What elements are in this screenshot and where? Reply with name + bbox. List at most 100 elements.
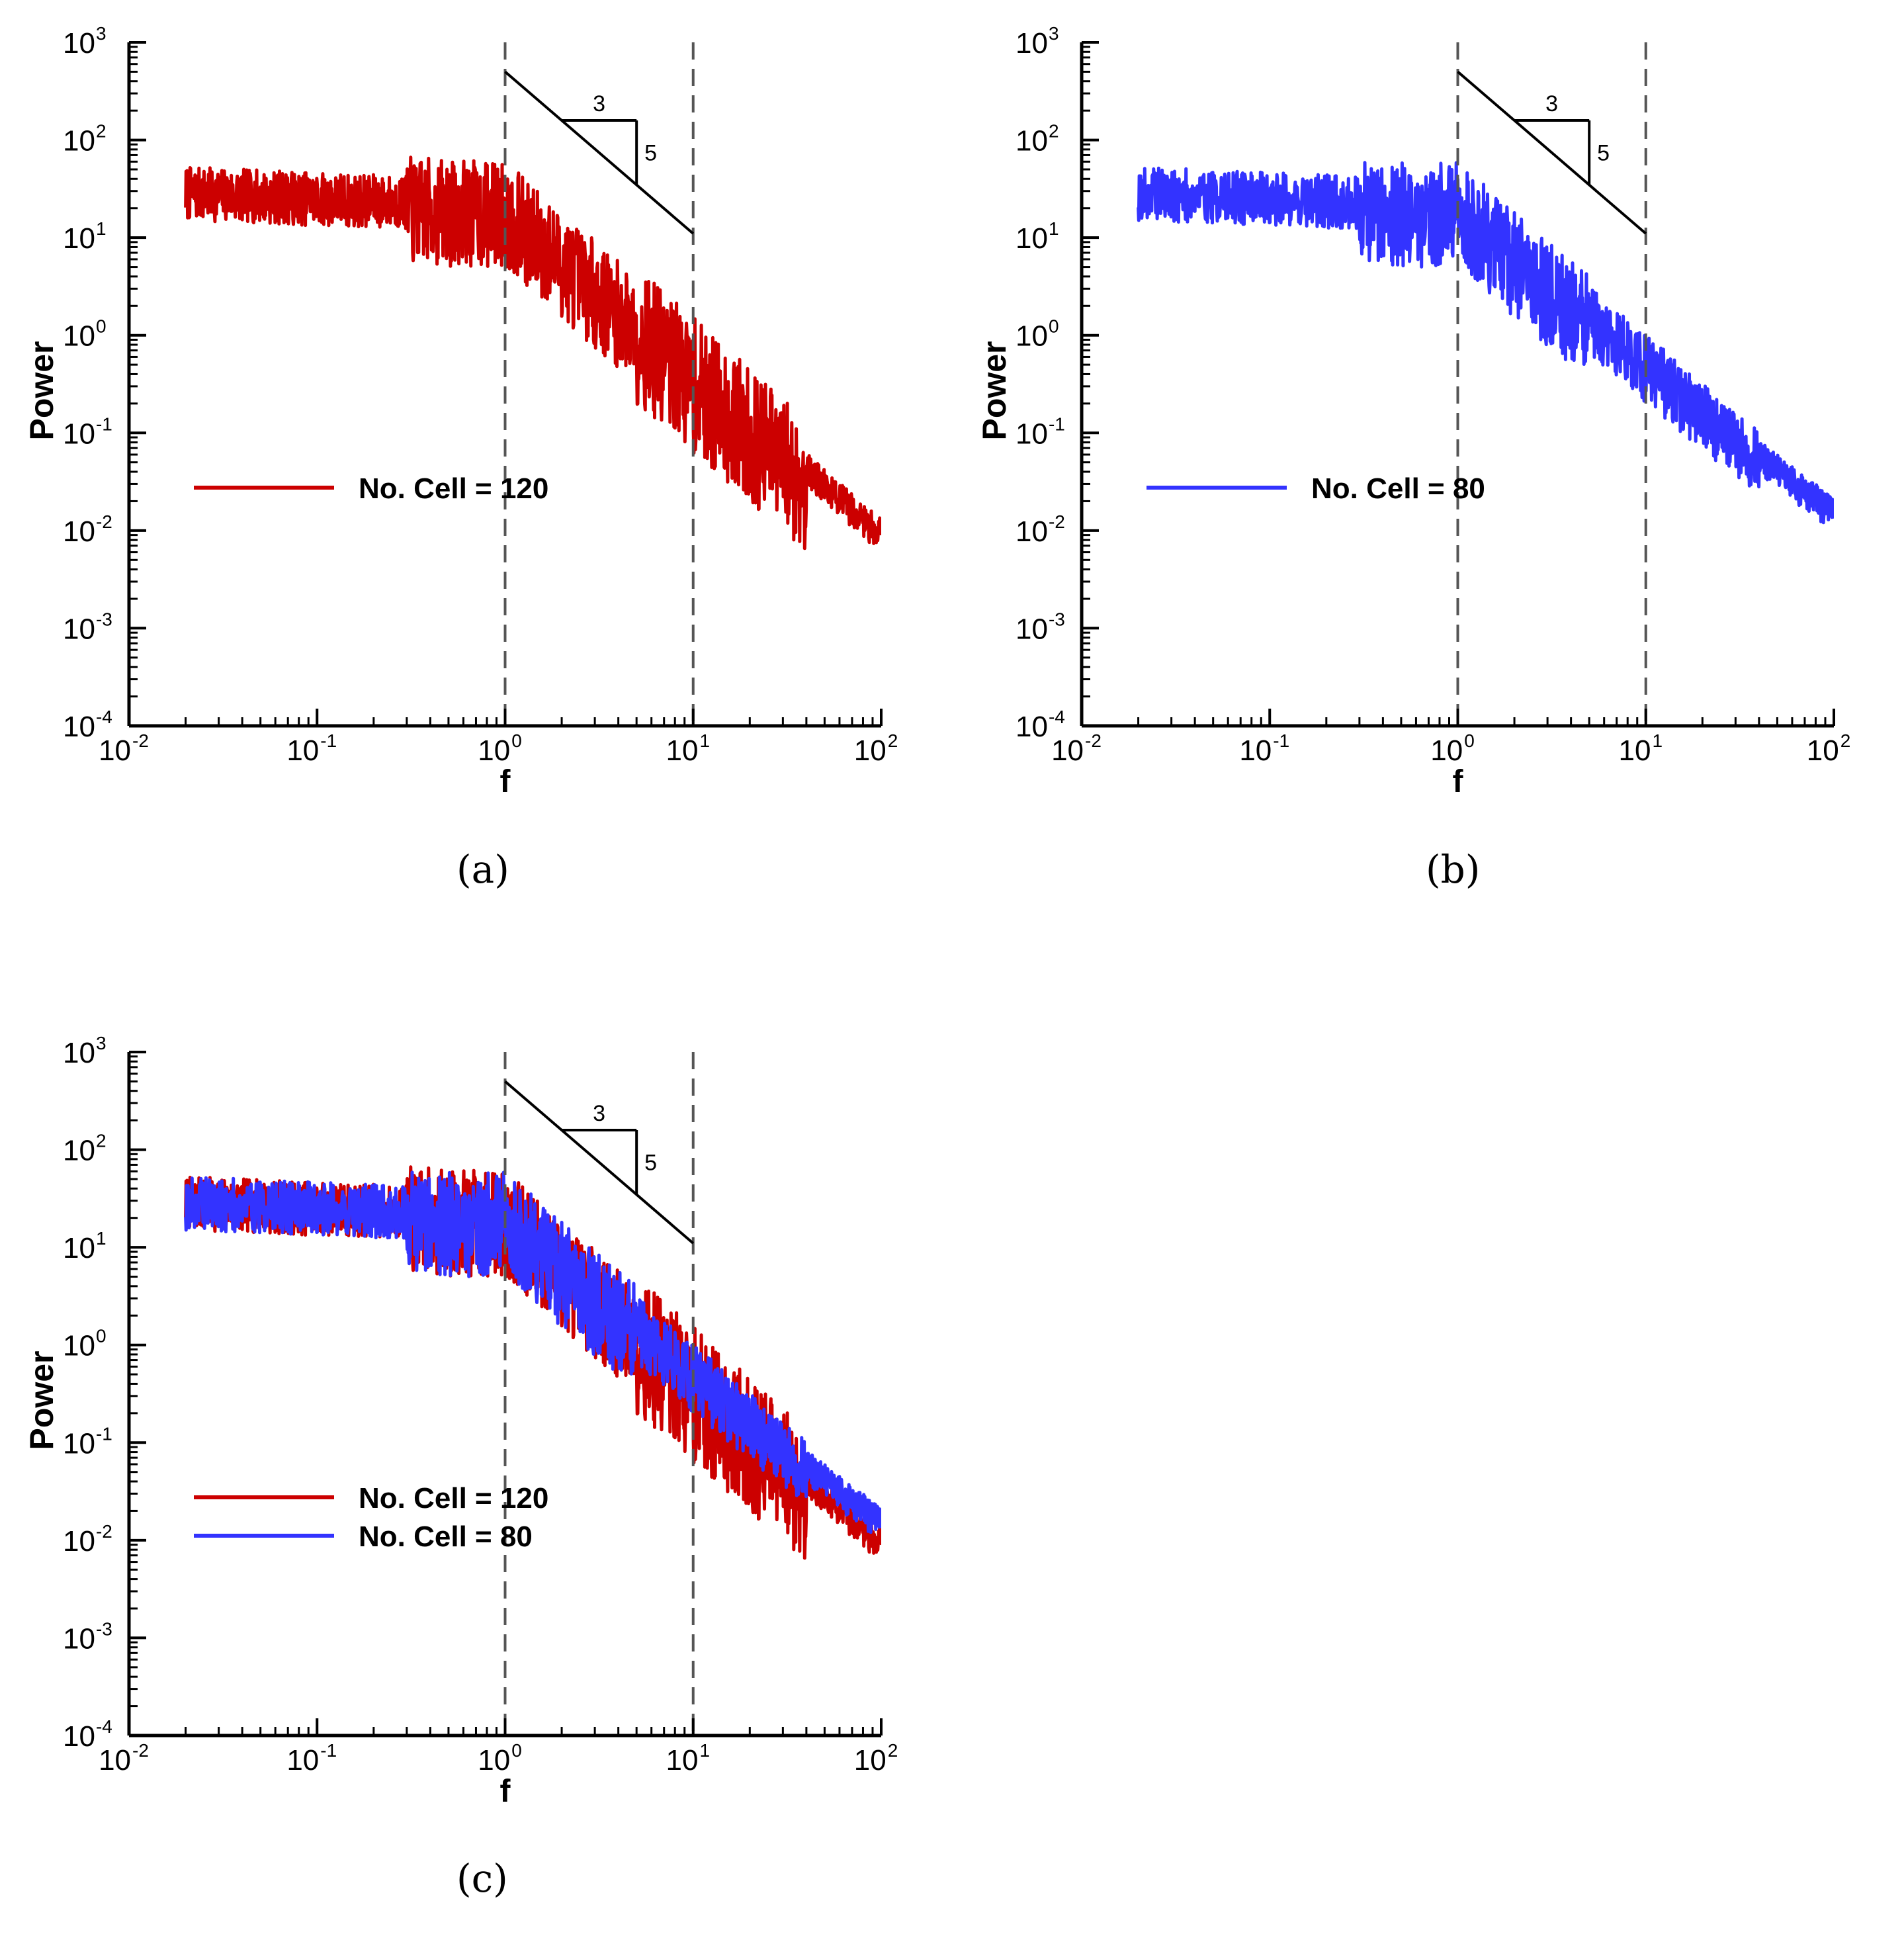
slope-line	[504, 1080, 695, 1245]
caption-b: (b)	[1426, 847, 1481, 892]
y-tick-label: 10-2	[63, 1521, 112, 1558]
y-tick-label: 10-2	[63, 511, 112, 548]
x-tick-exponent: -1	[1273, 730, 1289, 751]
y-tick-exponent: 0	[96, 316, 107, 337]
x-tick-exponent: 0	[511, 1740, 522, 1761]
x-tick-label: 10-2	[99, 1740, 149, 1777]
legend-label-2: No. Cell = 80	[359, 1520, 533, 1553]
x-axis-label: f	[1453, 764, 1464, 799]
y-tick-exponent: -2	[1049, 511, 1065, 532]
x-tick-label: 101	[1618, 730, 1663, 767]
x-tick-exponent: 2	[888, 730, 898, 751]
x-tick-label: 100	[478, 730, 522, 767]
slope-run-label: 3	[1545, 91, 1558, 116]
series-line-2	[184, 1170, 881, 1534]
slope-rise-label: 5	[644, 1151, 657, 1176]
x-tick-exponent: -1	[320, 1740, 337, 1761]
x-axis-label: f	[500, 1774, 511, 1809]
x-tick-exponent: 2	[1840, 730, 1851, 751]
y-tick-exponent: -3	[96, 609, 112, 629]
y-tick-exponent: 0	[1049, 316, 1059, 337]
y-tick-label: 10-2	[1016, 511, 1065, 548]
y-tick-exponent: 3	[96, 1033, 107, 1053]
y-tick-exponent: -4	[96, 707, 112, 727]
y-tick-label: 103	[63, 1033, 107, 1069]
caption-c: (c)	[456, 1856, 508, 1901]
y-tick-exponent: 3	[96, 23, 107, 44]
x-tick-exponent: 2	[888, 1740, 898, 1761]
y-tick-label: 102	[63, 121, 107, 157]
x-tick-exponent: 1	[1652, 730, 1663, 751]
x-tick-label: 100	[478, 1740, 522, 1777]
slope-run-label: 3	[593, 1101, 605, 1126]
y-tick-label: 10-1	[63, 414, 112, 450]
y-tick-exponent: 1	[96, 218, 107, 239]
y-tick-label: 10-3	[1016, 609, 1065, 645]
y-tick-label: 103	[63, 23, 107, 60]
y-tick-label: 10-1	[1016, 414, 1065, 450]
caption-a: (a)	[456, 847, 509, 892]
y-tick-label: 101	[63, 1228, 107, 1264]
y-tick-exponent: -1	[96, 1423, 112, 1444]
y-tick-exponent: 0	[96, 1326, 107, 1346]
y-tick-label: 10-3	[63, 1618, 112, 1655]
y-tick-exponent: -2	[96, 1521, 112, 1542]
y-tick-label: 100	[63, 316, 107, 353]
x-tick-exponent: 0	[1464, 730, 1475, 751]
y-tick-exponent: -4	[1049, 707, 1065, 727]
y-tick-label: 100	[1016, 316, 1059, 353]
x-tick-exponent: -2	[132, 730, 149, 751]
y-tick-label: 10-3	[63, 609, 112, 645]
slope-line	[504, 70, 695, 235]
x-tick-exponent: -1	[320, 730, 337, 751]
y-axis-label: Power	[23, 341, 60, 440]
x-tick-label: 10-2	[1051, 730, 1102, 767]
slope-rise-label: 5	[644, 141, 657, 166]
y-axis-label: Power	[976, 341, 1013, 440]
y-tick-exponent: 2	[96, 1131, 107, 1151]
x-tick-label: 10-2	[99, 730, 149, 767]
legend-label-1: No. Cell = 80	[1311, 472, 1485, 505]
y-axis-label: Power	[23, 1350, 60, 1450]
x-tick-exponent: -2	[132, 1740, 149, 1761]
y-tick-label: 10-1	[63, 1423, 112, 1460]
y-tick-exponent: -1	[1049, 414, 1065, 434]
y-tick-exponent: -1	[96, 414, 112, 434]
x-tick-label: 100	[1430, 730, 1475, 767]
y-tick-label: 103	[1016, 23, 1059, 60]
y-tick-label: 10-4	[1016, 707, 1065, 743]
y-tick-exponent: 3	[1049, 23, 1059, 44]
legend-label-1: No. Cell = 120	[359, 1482, 548, 1515]
slope-rise-label: 5	[1597, 141, 1610, 166]
y-tick-exponent: -3	[1049, 609, 1065, 629]
y-tick-exponent: 2	[1049, 121, 1059, 142]
slope-line	[1457, 70, 1647, 235]
y-tick-label: 10-4	[63, 707, 112, 743]
y-tick-exponent: -3	[96, 1618, 112, 1639]
y-tick-label: 101	[1016, 218, 1059, 255]
x-tick-label: 10-1	[1239, 730, 1289, 767]
x-tick-exponent: -2	[1085, 730, 1102, 751]
x-tick-exponent: 1	[699, 730, 710, 751]
x-tick-label: 10-1	[286, 1740, 337, 1777]
y-tick-label: 102	[1016, 121, 1059, 157]
x-tick-label: 101	[666, 730, 710, 767]
slope-run-label: 3	[593, 91, 605, 116]
x-tick-label: 101	[666, 1740, 710, 1777]
x-tick-exponent: 0	[511, 730, 522, 751]
x-tick-label: 10-1	[286, 730, 337, 767]
x-tick-label: 102	[1807, 730, 1851, 767]
x-tick-label: 102	[854, 1740, 898, 1777]
x-tick-exponent: 1	[699, 1740, 710, 1761]
y-tick-exponent: 1	[96, 1228, 107, 1249]
y-tick-exponent: 2	[96, 121, 107, 142]
x-tick-label: 102	[854, 730, 898, 767]
legend-label-1: No. Cell = 120	[359, 472, 548, 505]
y-tick-exponent: -4	[96, 1716, 112, 1737]
y-tick-exponent: -2	[96, 511, 112, 532]
y-tick-label: 101	[63, 218, 107, 255]
